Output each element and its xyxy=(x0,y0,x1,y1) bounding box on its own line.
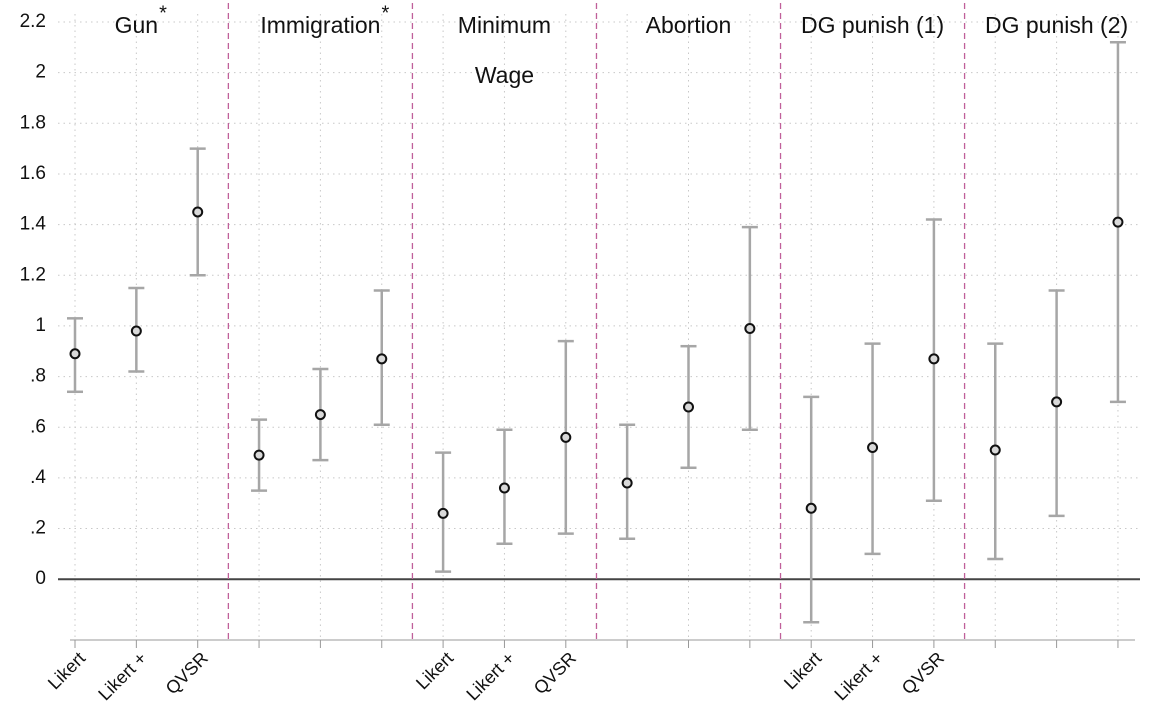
group-label: Gun xyxy=(115,12,158,38)
point xyxy=(1051,396,1063,408)
point xyxy=(130,325,142,337)
y-tick-label: 1 xyxy=(35,315,46,336)
y-tick-label: 2.2 xyxy=(20,11,46,32)
y-tick-label: 2 xyxy=(35,62,46,83)
group-label: DG punish (2) xyxy=(985,12,1128,38)
group-label: Immigration xyxy=(260,12,380,38)
point xyxy=(744,322,756,334)
x-tick-label: QVSR xyxy=(898,648,948,698)
y-tick-label: 1.4 xyxy=(20,214,47,235)
x-tick-label: Likert xyxy=(780,648,825,693)
x-tick-label: Likert + xyxy=(831,648,887,704)
y-tick-label: 1.8 xyxy=(20,112,46,133)
group-label-mark: * xyxy=(381,2,389,24)
y-tick-label: 0 xyxy=(35,568,46,589)
x-tick-label: Likert xyxy=(412,648,457,693)
x-tick-label: Likert + xyxy=(462,648,518,704)
x-tick-label: QVSR xyxy=(530,648,580,698)
y-tick-label: 1.6 xyxy=(20,163,46,184)
x-tick-label: Likert xyxy=(44,648,89,693)
point xyxy=(498,482,510,494)
point xyxy=(1112,216,1124,228)
y-tick-label: 1.2 xyxy=(20,264,46,285)
point xyxy=(437,507,449,519)
x-tick-label: Likert + xyxy=(94,648,150,704)
point xyxy=(69,348,81,360)
point xyxy=(989,444,1001,456)
y-tick-label: .6 xyxy=(30,416,46,437)
point xyxy=(621,477,633,489)
point xyxy=(376,353,388,365)
point xyxy=(560,431,572,443)
point xyxy=(805,502,817,514)
point xyxy=(928,353,940,365)
y-tick-label: .8 xyxy=(30,366,46,387)
point xyxy=(253,449,265,461)
point xyxy=(314,409,326,421)
point xyxy=(192,206,204,218)
group-label: Wage xyxy=(475,62,534,88)
point xyxy=(683,401,694,413)
group-label: Minimum xyxy=(458,12,551,38)
y-tick-label: .2 xyxy=(30,518,46,539)
group-label: Abortion xyxy=(646,12,732,38)
group-label: DG punish (1) xyxy=(801,12,944,38)
x-tick-label: QVSR xyxy=(162,648,212,698)
group-label-mark: * xyxy=(159,2,167,24)
y-tick-label: .4 xyxy=(30,467,46,488)
point xyxy=(867,442,879,454)
